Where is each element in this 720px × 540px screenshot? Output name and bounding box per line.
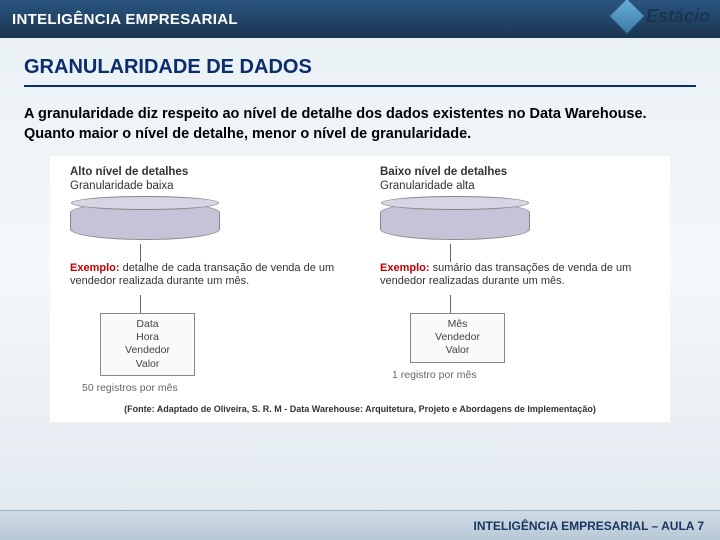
connector-line [450,244,451,262]
left-head-line2: Granularidade baixa [70,180,174,192]
box-line: Vendedor [107,344,188,357]
left-detail-box: Data Hora Vendedor Valor [100,313,195,376]
right-head-line1: Baixo nível de detalhes [380,166,507,178]
example-label: Exemplo: [70,262,120,274]
box-line: Data [107,318,188,331]
diagram-left-column: Alto nível de detalhes Granularidade bai… [70,166,340,394]
box-line: Mês [417,318,498,331]
content-area: GRANULARIDADE DE DADOS A granularidade d… [0,38,720,422]
cylinder-icon [380,202,530,240]
connector-line [450,295,451,313]
example-label: Exemplo: [380,262,430,274]
footer-text: INTELIGÊNCIA EMPRESARIAL – AULA 7 [474,519,704,533]
source-citation: (Fonte: Adaptado de Oliveira, S. R. M - … [70,404,650,414]
footer-bar: INTELIGÊNCIA EMPRESARIAL – AULA 7 [0,510,720,540]
logo-text: Estácio [646,6,710,27]
logo-diamond-icon [609,0,646,34]
right-detail-box: Mês Vendedor Valor [410,313,505,362]
right-records: 1 registro por mês [392,369,650,381]
section-title: GRANULARIDADE DE DADOS [24,56,696,87]
left-head-line1: Alto nível de detalhes [70,166,188,178]
header-title: INTELIGÊNCIA EMPRESARIAL [12,11,238,28]
diagram-right-column: Baixo nível de detalhes Granularidade al… [380,166,650,394]
cylinder-icon [70,202,220,240]
right-example: Exemplo: sumário das transações de venda… [380,262,650,290]
header-bar: INTELIGÊNCIA EMPRESARIAL Estácio [0,0,720,38]
right-heading: Baixo nível de detalhes Granularidade al… [380,166,650,194]
box-line: Vendedor [417,331,498,344]
logo: Estácio [614,3,710,29]
right-head-line2: Granularidade alta [380,180,475,192]
box-line: Valor [107,358,188,371]
box-line: Valor [417,344,498,357]
left-heading: Alto nível de detalhes Granularidade bai… [70,166,340,194]
connector-line [140,295,141,313]
diagram: Alto nível de detalhes Granularidade bai… [50,156,670,422]
left-records: 50 registros por mês [82,382,340,394]
connector-line [140,244,141,262]
left-example: Exemplo: detalhe de cada transação de ve… [70,262,340,290]
box-line: Hora [107,331,188,344]
intro-text: A granularidade diz respeito ao nível de… [24,105,696,144]
